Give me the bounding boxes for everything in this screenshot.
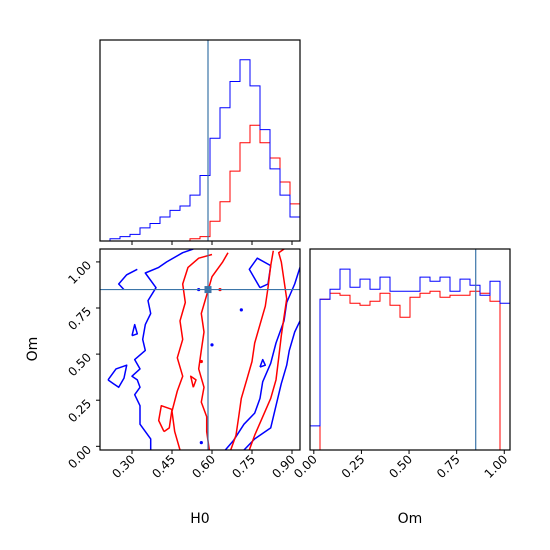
joint-frame: [99, 248, 301, 451]
h0-tick-label: 0.90: [269, 452, 298, 481]
x-axis-label-h0: H0: [190, 511, 209, 527]
om-tick-label: 0.00: [65, 443, 94, 472]
om-hist-series-blue: [309, 268, 511, 450]
contour-dot-4: [239, 308, 243, 312]
h0-hist-series-blue: [100, 59, 301, 242]
h0-marginal-panel: [99, 39, 301, 245]
h0-marginal-ticks: [131, 241, 293, 245]
joint-y-ticks: 0.00 0.25 0.50 0.75 1.00: [65, 258, 100, 471]
om-tick-label: 1.00: [65, 258, 94, 287]
joint-panel: 0.30 0.45 0.60 0.75 0.90 0.00 0.25 0.50 0.75 1.0…: [65, 248, 301, 481]
joint-truth-marker: [204, 286, 212, 294]
om-tick-label: 0.25: [65, 396, 94, 425]
om-tick-label: 0.75: [65, 304, 94, 333]
x-axis-label-om: Om: [398, 511, 423, 527]
contour-red-3: [229, 250, 275, 450]
contour-blue-5: [131, 323, 139, 337]
h0-tick-label: 0.30: [109, 452, 138, 481]
contour-dot-3: [199, 359, 203, 364]
h0-tick-label: 0.45: [149, 452, 178, 481]
h0-tick-label: 0.60: [189, 452, 218, 481]
om-marginal-tick-label: 0.75: [434, 452, 463, 481]
contour-blue-0: [131, 249, 194, 450]
contour-blue-1: [224, 267, 300, 450]
om-marginal-frame: [309, 248, 511, 451]
om-marginal-tick-label: 0.50: [386, 452, 415, 481]
contour-red-2: [197, 252, 229, 450]
om-x-ticks: 0.00 0.25 0.50 0.75 1.00: [291, 450, 510, 481]
contour-red-1: [248, 249, 288, 450]
contour-blue-6: [248, 257, 272, 289]
contour-blue-4: [107, 364, 128, 389]
h0-histogram-blue: [100, 59, 301, 242]
om-hist-series-red: [310, 290, 510, 451]
joint-contours: [107, 249, 300, 450]
contour-blue-3: [117, 268, 138, 291]
om-histogram-red: [310, 290, 510, 451]
contour-dot-2: [210, 343, 214, 347]
h0-tick-label: 0.75: [229, 452, 258, 481]
contour-blue-7: [259, 358, 267, 368]
y-axis-label-om: Om: [25, 337, 41, 362]
om-marginal-panel: 0.00 0.25 0.50 0.75 1.00: [291, 248, 511, 481]
om-marginal-tick-label: 0.00: [291, 452, 320, 481]
om-marginal-tick-label: 1.00: [482, 452, 511, 481]
joint-x-ticks: 0.30 0.45 0.60 0.75 0.90: [109, 450, 298, 481]
contour-blue-2: [243, 320, 300, 450]
om-histogram-blue: [309, 268, 511, 450]
contour-red-5: [189, 375, 197, 388]
h0-marginal-frame: [99, 39, 301, 242]
contour-dot-5: [199, 441, 203, 445]
om-tick-label: 0.50: [65, 350, 94, 379]
contour-red-4: [157, 404, 173, 433]
om-marginal-tick-label: 0.25: [339, 452, 368, 481]
